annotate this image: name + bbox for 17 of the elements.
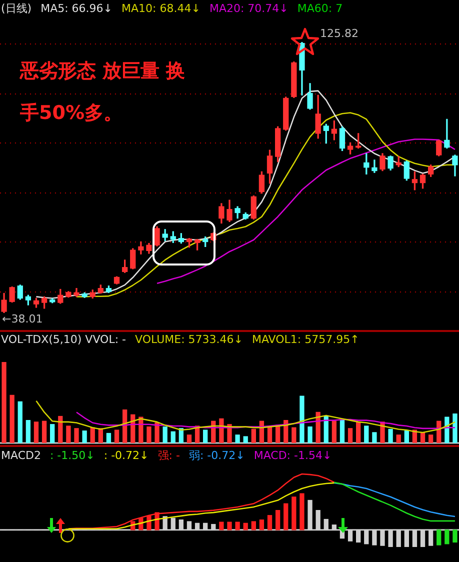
text: MA20: 70.74↓ xyxy=(209,2,288,15)
text: MACD: -1.54↓ xyxy=(254,449,332,462)
text: MAVOL1: 5757.95↑ xyxy=(252,333,360,346)
text: 弱: -0.72↓ xyxy=(188,449,245,462)
annotation: ←38.01 xyxy=(2,312,43,326)
text: : -0.72↓ xyxy=(104,449,149,462)
text: MA60: 7 xyxy=(297,2,343,15)
text: 恶劣形态 放巨量 换手50%多。 xyxy=(20,59,186,126)
chart-title: MACD2 xyxy=(1,449,41,462)
chart-title: (日线) xyxy=(1,2,32,15)
text: VOLUME: 5733.46↓ xyxy=(135,333,243,346)
text: 125.82 xyxy=(320,26,358,40)
text: : -1.50↓ xyxy=(50,449,95,462)
text: MA5: 66.96↓ xyxy=(40,2,113,15)
text: MA10: 68.44↓ xyxy=(122,2,200,15)
text: 强: - xyxy=(158,449,180,462)
chart-title: VOL-TDX(5,10) VVOL: - xyxy=(1,333,126,346)
